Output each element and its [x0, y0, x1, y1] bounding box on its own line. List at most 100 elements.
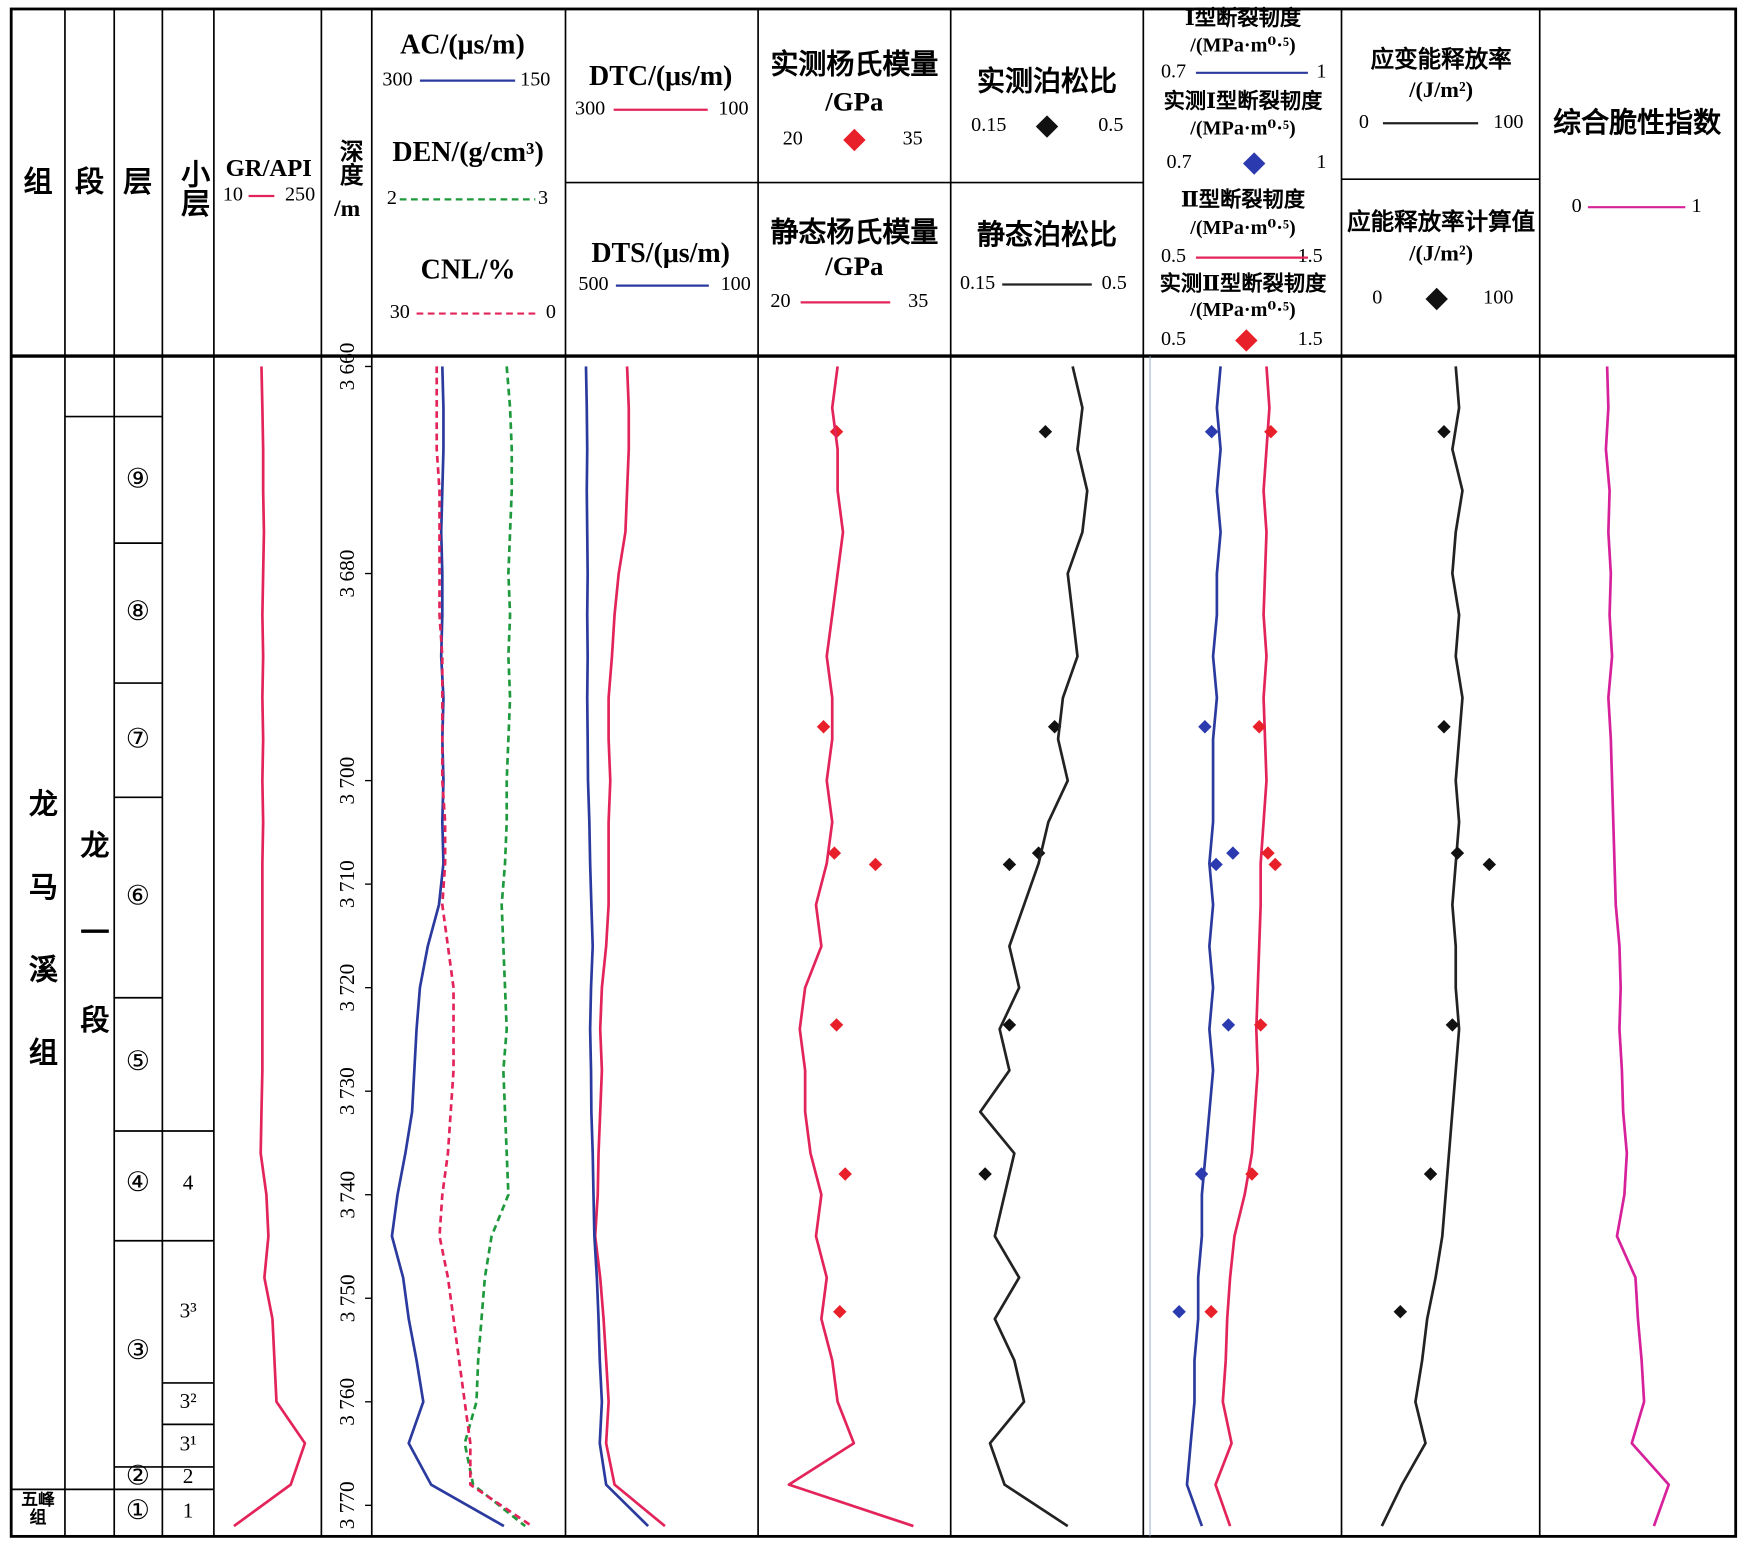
series-unit: /GPa: [824, 86, 884, 116]
series-name: DTC/(μs/m): [589, 61, 732, 92]
scale-max: 35: [903, 128, 923, 150]
measured-point: [1209, 857, 1223, 872]
legend-marker: [843, 128, 866, 152]
series-name: CNL/%: [421, 255, 516, 286]
scale-max: 1: [1316, 151, 1326, 173]
measured-point: [1198, 720, 1212, 734]
series-name: 实测Ⅱ型断裂韧度: [1160, 270, 1328, 295]
log-curve: [1214, 366, 1271, 1527]
header-member: 段: [75, 164, 104, 198]
scale-max: 0.5: [1098, 114, 1123, 136]
log-curve: [1604, 366, 1671, 1527]
layer-label: ⑥: [126, 880, 150, 910]
scale-max: 3: [538, 187, 548, 209]
legend-marker: [1425, 287, 1448, 311]
series-name: DTS/(μs/m): [591, 238, 730, 269]
sublayer-label: 2: [183, 1464, 194, 1488]
measured-point: [1194, 1167, 1209, 1181]
series-name: 应变能释放率: [1371, 45, 1512, 73]
depth-tick-label: 3 740: [335, 1171, 359, 1219]
series-name: Ⅰ型断裂韧度: [1185, 5, 1302, 30]
series-name: GR/API: [226, 155, 312, 182]
scale-max: 100: [721, 273, 751, 295]
measured-point: [1038, 424, 1053, 439]
legend-marker: [1235, 329, 1258, 352]
sublayer-label: 3¹: [180, 1432, 197, 1456]
scale-max: 1: [1691, 195, 1701, 217]
sublayer-label: 1: [183, 1499, 194, 1523]
log-curve: [390, 366, 505, 1528]
series-unit: /(MPa·m⁰·⁵): [1189, 299, 1295, 321]
measured-point: [1264, 424, 1278, 439]
measured-point: [838, 1167, 852, 1181]
header-layer: 层: [123, 166, 152, 198]
series-name: 实测Ⅰ型断裂韧度: [1164, 88, 1324, 113]
series-name: 静态泊松比: [977, 219, 1117, 251]
header-formation: 组: [24, 164, 53, 198]
scale-max: 1.5: [1298, 245, 1323, 267]
depth-tick-label: 3 700: [335, 757, 359, 805]
depth-tick-label: 3 770: [335, 1481, 359, 1529]
series-name: 实测泊松比: [977, 64, 1117, 97]
measured-point: [816, 720, 831, 734]
series-name: DEN/(g/cm³): [392, 137, 543, 168]
depth-tick-label: 3 760: [335, 1378, 359, 1426]
measured-point: [1261, 846, 1275, 860]
measured-point: [1482, 857, 1497, 872]
scale-max: 100: [1483, 287, 1513, 309]
log-curve: [435, 366, 533, 1528]
scale-min: 0.15: [960, 272, 995, 294]
scale-min: 500: [578, 273, 608, 295]
scale-max: 0.5: [1102, 272, 1127, 294]
layer-label: ②: [126, 1460, 150, 1490]
measured-point: [1268, 857, 1282, 872]
layer-label: ⑨: [126, 464, 150, 494]
depth-tick-label: 3 750: [335, 1274, 359, 1322]
log-curve: [1185, 366, 1222, 1527]
depth-name: 深度: [336, 139, 364, 188]
scale-min: 0.5: [1161, 328, 1186, 350]
scale-max: 250: [285, 184, 315, 206]
measured-point: [829, 1018, 844, 1032]
layer-label: ③: [126, 1335, 150, 1365]
measured-point: [1226, 846, 1240, 860]
scale-max: 0: [546, 301, 556, 323]
scale-min: 0: [1572, 195, 1582, 217]
measured-point: [1450, 846, 1465, 860]
scale-min: 2: [387, 187, 397, 209]
measured-point: [1393, 1304, 1408, 1319]
sublayer-label: 3³: [180, 1298, 197, 1322]
series-unit: /GPa: [824, 251, 884, 281]
depth-unit: /m: [333, 196, 361, 222]
layer-label: ⑤: [126, 1046, 150, 1076]
depth-tick-label: 3 680: [335, 550, 359, 598]
scale-min: 300: [575, 97, 605, 119]
log-curve: [787, 366, 914, 1528]
formation-cell: 五峰组: [21, 1491, 55, 1528]
log-curve: [978, 366, 1089, 1528]
depth-tick-label: 3 660: [335, 343, 359, 391]
log-curve: [463, 366, 527, 1528]
scale-min: 0.15: [971, 114, 1006, 136]
depth-tick-label: 3 710: [335, 860, 359, 908]
measured-point: [1172, 1304, 1186, 1319]
log-curve: [1380, 366, 1464, 1527]
log-curve: [584, 366, 650, 1528]
depth-tick-label: 3 720: [335, 964, 359, 1012]
series-unit: /(J/m²): [1408, 240, 1473, 265]
series-unit: /(MPa·m⁰·⁵): [1189, 217, 1295, 239]
legend-marker: [1242, 152, 1266, 175]
log-curve: [233, 366, 307, 1528]
scale-min: 10: [223, 184, 243, 206]
layer-label: ④: [126, 1167, 150, 1197]
scale-min: 20: [770, 290, 790, 312]
layer-label: ⑧: [126, 596, 150, 626]
member-name: 龙一段: [76, 829, 110, 1091]
series-name: AC/(μs/m): [400, 29, 525, 60]
log-curve: [593, 366, 666, 1528]
formation-name: 五峰组: [21, 1491, 55, 1528]
measured-point: [868, 857, 883, 872]
series-unit: /(MPa·m⁰·⁵): [1189, 118, 1295, 140]
header-sublayer: 小层: [177, 159, 211, 218]
